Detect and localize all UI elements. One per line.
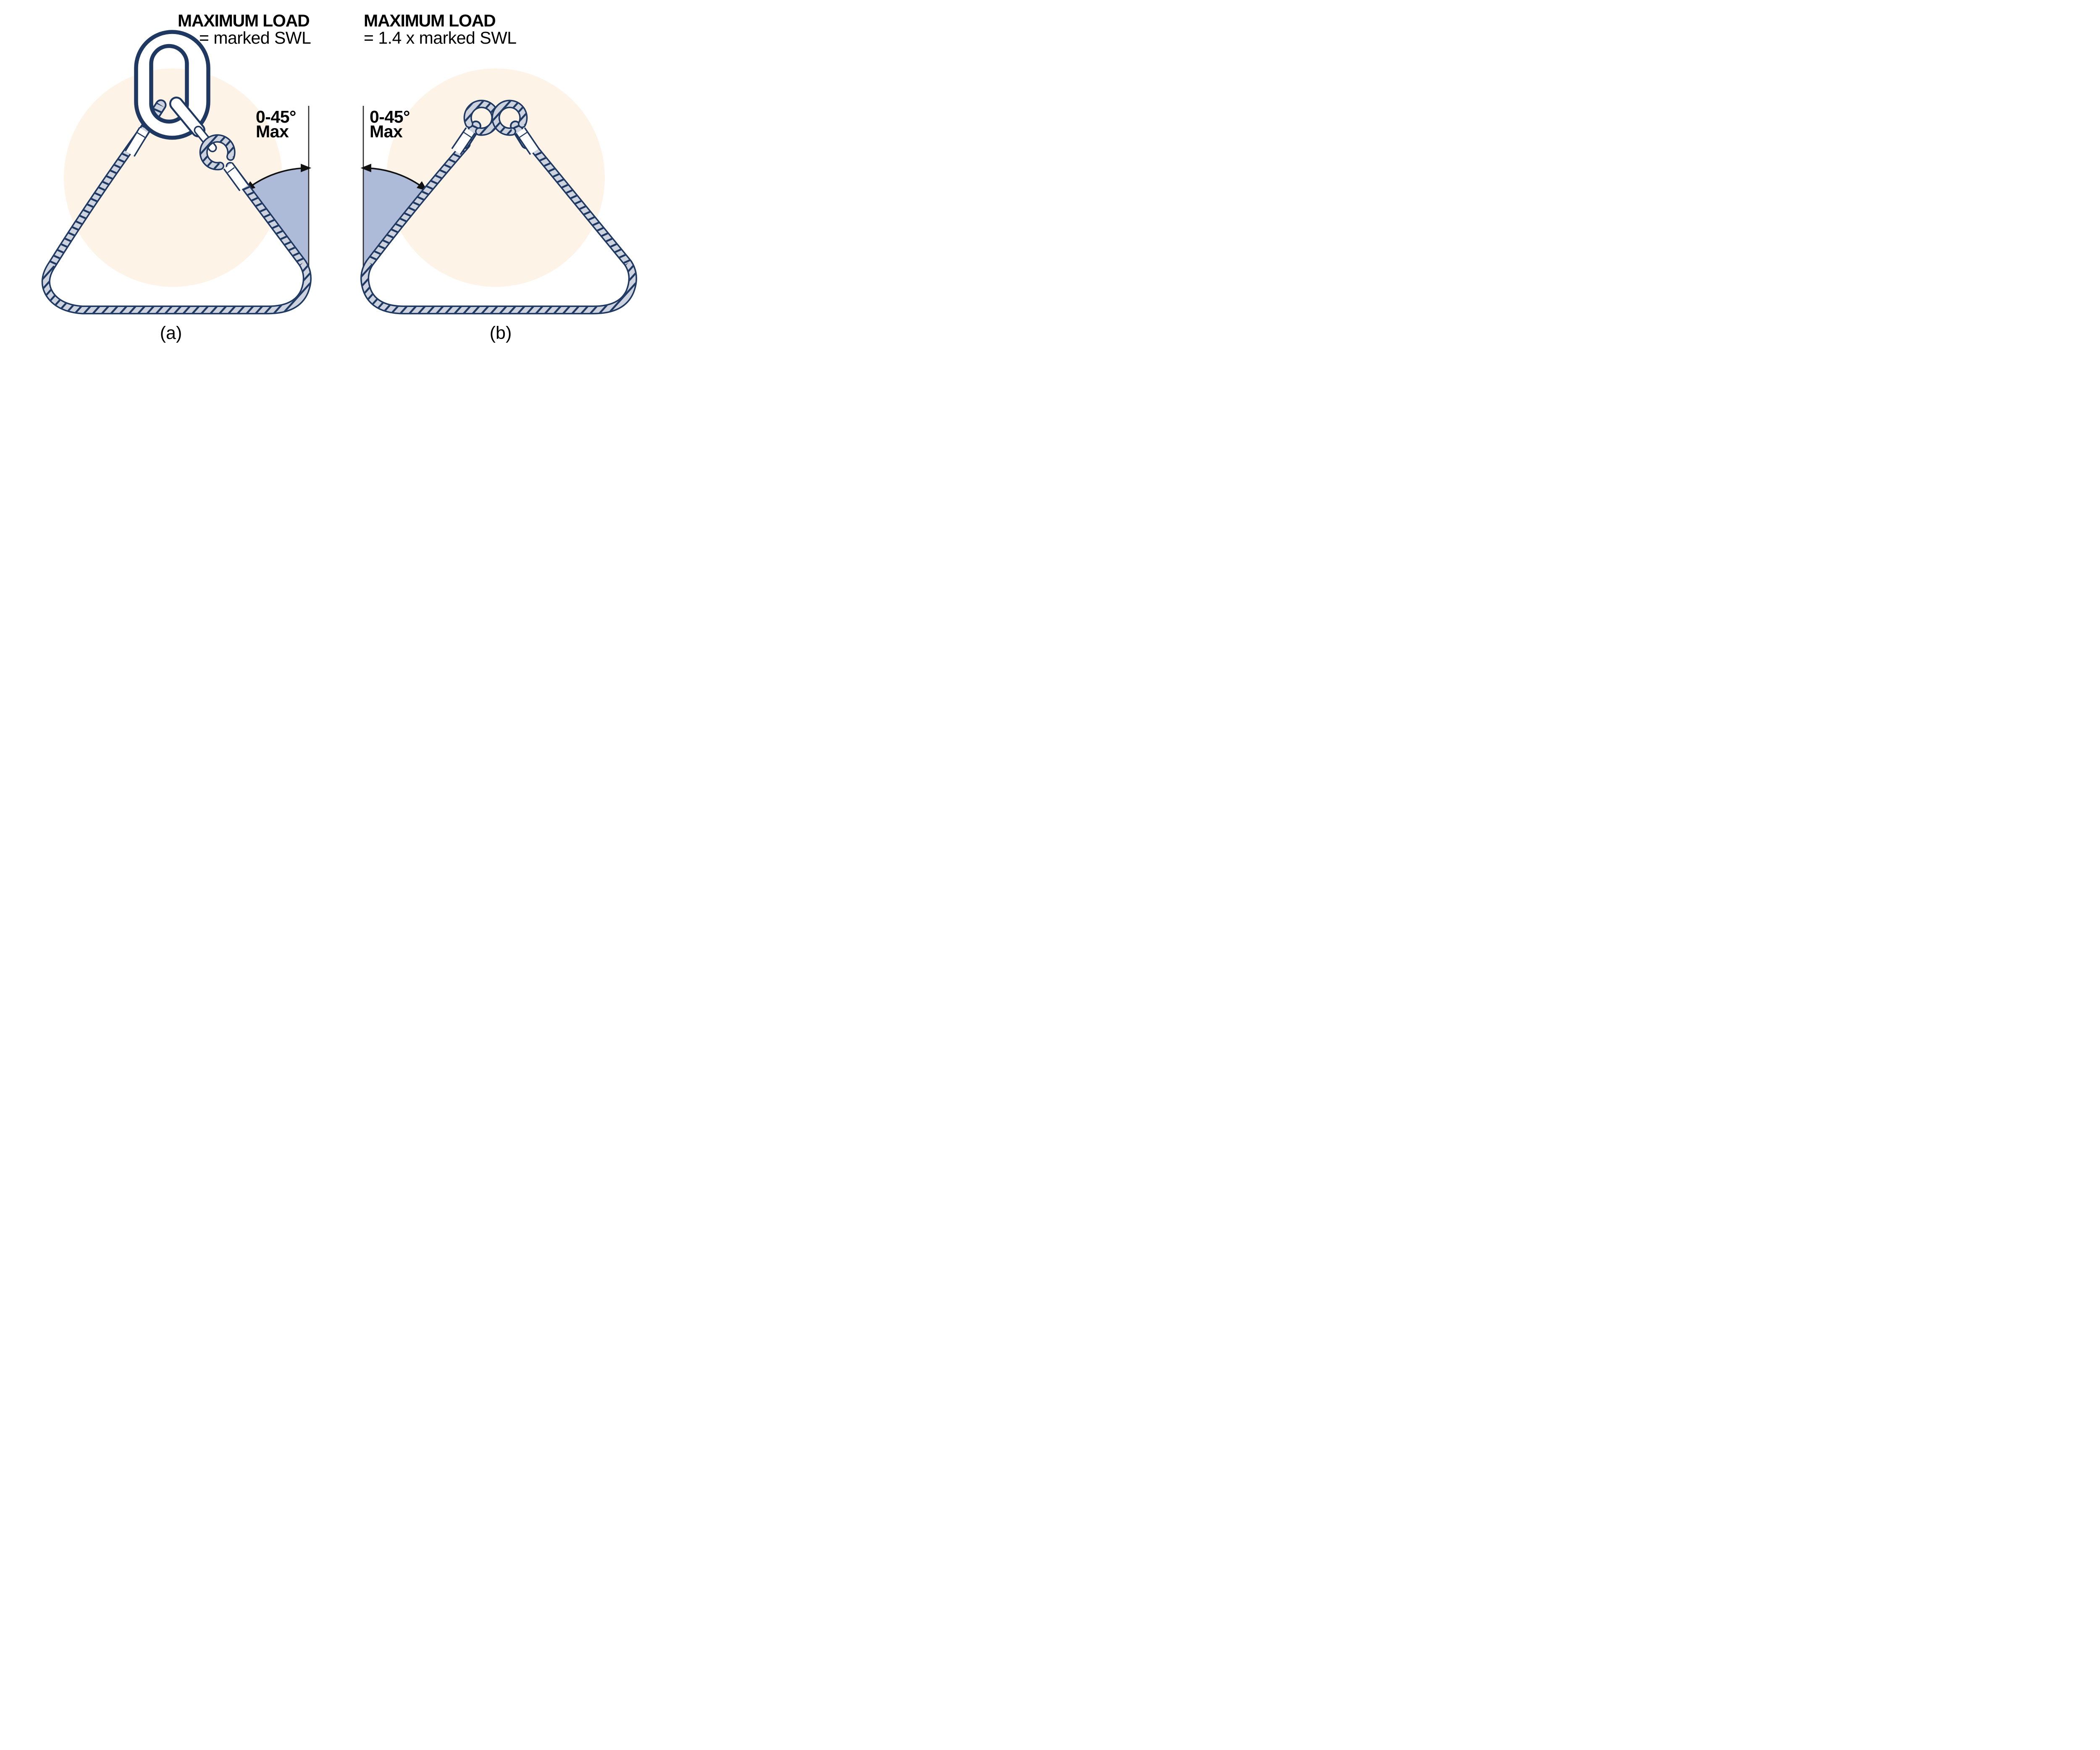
angle-label-b: 0-45° Max bbox=[370, 107, 410, 141]
rope-strands-b-left bbox=[367, 142, 469, 265]
ferrule-a-right-band bbox=[227, 167, 235, 173]
caption-b: (b) bbox=[489, 323, 512, 343]
angle-arc-arrow-a bbox=[244, 163, 312, 191]
rope-strands-b-bottom bbox=[362, 261, 636, 313]
ferrule-b-right-band bbox=[519, 131, 528, 138]
title-a: MAXIMUM LOAD bbox=[178, 11, 310, 30]
caption-a: (a) bbox=[160, 323, 182, 343]
soft-eye-b-right-strands bbox=[493, 101, 526, 134]
angle-label-a-range: 0-45° bbox=[256, 107, 296, 126]
angle-wedge-b bbox=[363, 168, 425, 268]
thimble-eye-a-strands bbox=[201, 136, 234, 169]
ferrule-b-left-band bbox=[463, 131, 472, 138]
angle-label-a: 0-45° Max bbox=[256, 107, 296, 141]
soft-eye-b-left-strands bbox=[465, 101, 499, 134]
decor-circle-a bbox=[64, 68, 282, 287]
rope-strands-a-bottom bbox=[43, 261, 310, 313]
subtitle-a: = marked SWL bbox=[199, 28, 311, 47]
sling-safety-diagram: MAXIMUM LOAD = marked SWL MAXIMUM LOAD =… bbox=[0, 0, 672, 350]
angle-label-b-range: 0-45° bbox=[370, 107, 410, 126]
ferrule-a-left-band bbox=[137, 132, 145, 138]
ferrule-b-right-fill bbox=[517, 128, 538, 154]
wire-rope-sling-b bbox=[360, 100, 637, 315]
ferrule-b-left-fill bbox=[452, 128, 474, 154]
wire-rope-sling-a bbox=[41, 30, 312, 315]
rope-strands-b-right bbox=[528, 142, 630, 265]
ferrule-a-right-fill bbox=[224, 163, 248, 191]
angle-label-a-max: Max bbox=[256, 122, 289, 141]
shackle-body-fill bbox=[171, 98, 204, 136]
angle-wedge-a bbox=[247, 168, 309, 268]
subtitle-b: = 1.4 x marked SWL bbox=[364, 28, 517, 47]
ferrule-a-left-fill bbox=[126, 128, 148, 156]
decor-circle-b bbox=[386, 68, 605, 287]
sling-diagram-graphics bbox=[41, 30, 637, 315]
title-b: MAXIMUM LOAD bbox=[364, 11, 496, 30]
angle-arc-arrow-b bbox=[360, 163, 428, 191]
angle-label-b-max: Max bbox=[370, 122, 403, 141]
